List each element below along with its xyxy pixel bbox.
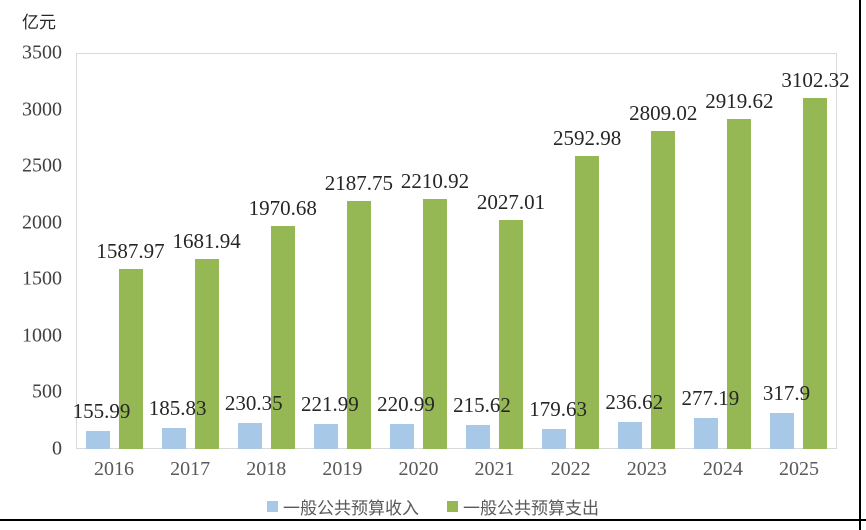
x-axis-year-label: 2020 [398,458,439,480]
revenue-bar [389,423,414,449]
y-axis-tick-label: 1500 [22,267,62,290]
x-axis-year-label: 2022 [550,458,591,480]
revenue-data-label: 215.62 [453,392,511,417]
legend: 一般公共预算收入 一般公共预算支出 [0,494,866,519]
expenditure-bar [346,201,371,449]
revenue-data-label: 277.19 [681,385,740,410]
revenue-data-label: 220.99 [377,391,435,416]
x-axis-year-label: 2019 [322,458,363,480]
x-axis-year-label: 2018 [246,458,287,480]
revenue-data-label: 155.99 [72,399,131,424]
revenue-bar [85,431,110,449]
expenditure-bar [118,269,143,449]
expenditure-data-label: 3102.32 [781,67,850,92]
y-axis-tick-label: 3000 [22,98,62,121]
expenditure-data-label: 1970.68 [248,196,317,221]
expenditure-bar [499,219,524,449]
x-axis-year-label: 2017 [170,458,211,480]
revenue-bar [237,422,262,449]
y-axis-tick-label: 2000 [22,211,62,234]
x-axis-year-label: 2025 [778,458,819,480]
revenue-bar [161,427,186,449]
expenditure-data-label: 2210.92 [400,168,470,193]
expenditure-bar [651,131,676,449]
expenditure-bar [803,97,828,449]
table-cell-border-right [859,0,861,530]
expenditure-data-label: 1681.94 [172,228,241,253]
y-axis-tick-label: 2500 [22,154,62,177]
revenue-bar [466,424,491,449]
legend-swatch-expenditure-icon [447,501,458,512]
expenditure-bar [727,118,752,449]
revenue-data-label: 230.35 [224,390,283,415]
revenue-bar [542,428,567,449]
x-axis-year-label: 2023 [626,458,667,480]
revenue-bar [618,422,643,449]
revenue-data-label: 236.62 [605,390,664,415]
revenue-data-label: 179.63 [529,396,588,421]
y-axis-tick-label: 500 [32,380,62,403]
revenue-bar [770,413,795,449]
legend-item-expenditure: 一般公共预算支出 [447,494,599,519]
expenditure-bar [575,155,600,449]
expenditure-data-label: 1587.97 [96,239,165,264]
revenue-data-label: 185.83 [148,395,207,420]
revenue-bar [694,417,719,449]
y-axis-tick-label: 1000 [22,324,62,347]
legend-item-revenue: 一般公共预算收入 [267,494,419,519]
legend-label-expenditure: 一般公共预算支出 [463,499,599,518]
revenue-data-label: 221.99 [300,391,359,416]
expenditure-bar [194,258,219,449]
legend-label-revenue: 一般公共预算收入 [283,499,419,518]
x-axis-year-label: 2016 [94,458,135,480]
expenditure-data-label: 2027.01 [476,189,546,214]
y-axis-tick-label: 3500 [22,41,62,64]
legend-swatch-revenue-icon [267,501,278,512]
x-axis-year-label: 2021 [474,458,515,480]
expenditure-bar [422,198,447,449]
x-axis-year-label: 2024 [702,458,743,480]
expenditure-data-label: 2809.02 [629,101,698,126]
expenditure-bar [270,226,295,449]
expenditure-data-label: 2592.98 [553,125,622,150]
expenditure-data-label: 2187.75 [324,171,393,196]
revenue-data-label: 317.9 [762,381,811,406]
table-cell-border-bottom [0,519,866,521]
expenditure-data-label: 2919.62 [705,88,774,113]
y-axis-unit-label: 亿元 [22,13,56,32]
revenue-bar [313,423,338,449]
y-axis-tick-label: 0 [52,437,62,460]
